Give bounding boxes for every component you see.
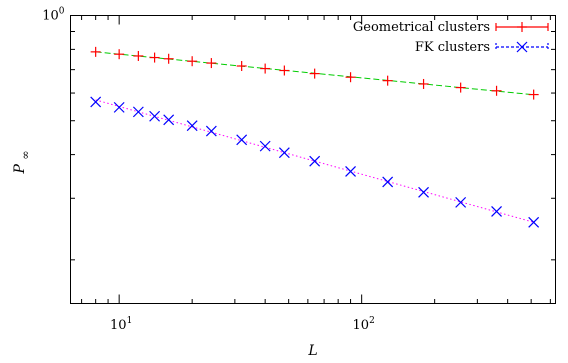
data-point [418, 78, 429, 89]
data-point [260, 63, 271, 74]
y-axis-title-text: P [12, 164, 28, 175]
data-point [113, 101, 125, 113]
data-point [418, 186, 429, 198]
data-point [149, 110, 161, 122]
data-point [236, 134, 248, 146]
data-point [382, 75, 393, 86]
y-tick-label-exponent: 0 [59, 7, 65, 17]
data-point [528, 216, 540, 228]
data-point [90, 96, 102, 108]
data-point [491, 206, 502, 217]
data-point [309, 68, 320, 79]
y-tick-label-base: 10 [42, 9, 59, 24]
axis-ticks [70, 15, 556, 304]
y-axis-title: P ∞ [12, 150, 32, 174]
data-point [186, 120, 198, 132]
data-point [132, 106, 144, 118]
series-geometrical-clusters [90, 46, 539, 100]
legend-label: Geometrical clusters [353, 20, 490, 35]
y-tick-label: 100 [42, 7, 65, 24]
data-point [133, 50, 144, 61]
data-point [491, 85, 502, 96]
x-tick-label-base: 10 [353, 318, 370, 333]
data-point [163, 53, 174, 64]
x-axis-title: L [307, 343, 317, 359]
legend-marker [516, 41, 528, 53]
data-point [278, 147, 290, 159]
data-point [163, 114, 175, 126]
data-point [382, 176, 394, 188]
data-point [455, 196, 467, 208]
x-tick-label-exponent: 2 [369, 316, 375, 326]
data-point [309, 155, 321, 167]
data-point [205, 125, 217, 137]
data-point [279, 65, 290, 76]
data-point [259, 140, 271, 152]
data-point [114, 49, 125, 60]
data-point [528, 89, 539, 100]
data-point [90, 46, 101, 57]
x-tick-label-base: 10 [110, 318, 127, 333]
data-point [345, 166, 356, 177]
series-fk-clusters [90, 96, 540, 228]
x-tick-label: 102 [353, 316, 375, 333]
plot-frame [70, 15, 556, 304]
data-point [236, 61, 247, 72]
data-point [149, 52, 160, 63]
legend: Geometrical clusters FK clusters [353, 20, 549, 55]
data-point [455, 82, 466, 93]
y-axis-title-subscript: ∞ [19, 150, 32, 159]
data-point [187, 56, 198, 67]
legend-marker [517, 22, 527, 32]
series-layer [90, 46, 540, 228]
x-tick-label: 101 [110, 316, 132, 333]
data-point [206, 58, 217, 69]
x-tick-label-exponent: 1 [127, 316, 133, 326]
legend-label: FK clusters [415, 40, 490, 55]
data-point [345, 72, 356, 83]
